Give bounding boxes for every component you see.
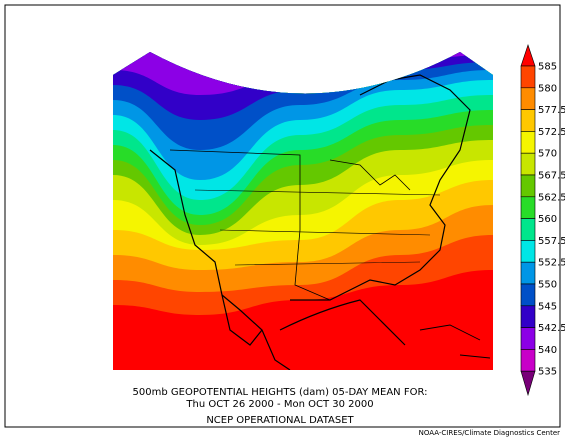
colorbar-label: 560 <box>538 214 557 225</box>
colorbar-label: 535 <box>538 367 557 378</box>
colorbar-swatch <box>520 327 536 350</box>
colorbar-label: 550 <box>538 280 557 291</box>
colorbar-label: 572.5 <box>538 127 565 138</box>
colorbar-label: 580 <box>538 83 557 94</box>
colorbar-swatch <box>520 65 536 89</box>
credit: NOAA-CIRES/Climate Diagnostics Center <box>419 429 560 437</box>
colorbar-label: 552.5 <box>538 258 565 269</box>
colorbar-swatch <box>520 152 536 176</box>
colorbar-swatch <box>520 196 536 219</box>
colorbar-swatch <box>520 87 536 110</box>
colorbar-arrow <box>520 370 536 397</box>
colorbar-label: 542.5 <box>538 323 565 334</box>
colorbar-arrow <box>520 44 536 67</box>
title-line: Thu OCT 26 2000 - Mon OCT 30 2000 <box>185 399 373 410</box>
colorbar-label: 540 <box>538 345 557 356</box>
colorbar-label: 545 <box>538 301 557 312</box>
colorbar-swatch <box>520 109 536 132</box>
height-field <box>113 52 493 370</box>
title-line: NCEP OPERATIONAL DATASET <box>206 415 354 426</box>
coastlines <box>149 74 491 370</box>
colorbar-swatch <box>520 174 536 198</box>
colorbar-swatch <box>520 218 536 241</box>
colorbar-swatch <box>520 261 536 285</box>
colorbar-label: 567.5 <box>538 171 565 182</box>
frame <box>4 4 561 428</box>
title-line: 500mb GEOPOTENTIAL HEIGHTS (dam) 05-DAY … <box>133 387 428 398</box>
colorbar-swatch <box>520 349 536 372</box>
colorbar-label: 585 <box>538 62 557 73</box>
colorbar: 585 580 577.5 572.5 570 567.5 562.5 560 557.5 552… <box>520 44 565 397</box>
colorbar-swatch <box>520 131 536 154</box>
colorbar-label: 570 <box>538 149 557 160</box>
colorbar-label: 562.5 <box>538 192 565 203</box>
colorbar-label: 577.5 <box>538 105 565 116</box>
colorbar-label: 557.5 <box>538 236 565 247</box>
colorbar-swatch <box>520 240 536 263</box>
colorbar-swatch <box>520 283 536 307</box>
colorbar-swatch <box>520 305 536 328</box>
